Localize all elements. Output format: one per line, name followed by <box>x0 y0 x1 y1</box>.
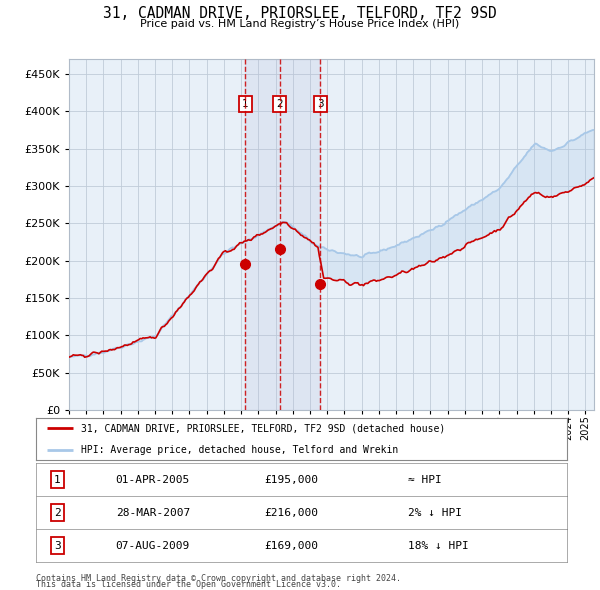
Text: 3: 3 <box>54 541 61 550</box>
Text: 2: 2 <box>54 508 61 517</box>
Text: £195,000: £195,000 <box>265 475 319 484</box>
Text: £216,000: £216,000 <box>265 508 319 517</box>
Text: 07-AUG-2009: 07-AUG-2009 <box>116 541 190 550</box>
Text: 2% ↓ HPI: 2% ↓ HPI <box>408 508 462 517</box>
Text: 3: 3 <box>317 99 323 109</box>
Text: 31, CADMAN DRIVE, PRIORSLEE, TELFORD, TF2 9SD: 31, CADMAN DRIVE, PRIORSLEE, TELFORD, TF… <box>103 6 497 21</box>
Text: 1: 1 <box>54 475 61 484</box>
Text: 18% ↓ HPI: 18% ↓ HPI <box>408 541 469 550</box>
Text: HPI: Average price, detached house, Telford and Wrekin: HPI: Average price, detached house, Telf… <box>81 445 398 454</box>
Text: This data is licensed under the Open Government Licence v3.0.: This data is licensed under the Open Gov… <box>36 581 341 589</box>
Text: 28-MAR-2007: 28-MAR-2007 <box>116 508 190 517</box>
Bar <box>245 59 320 410</box>
Text: 31, CADMAN DRIVE, PRIORSLEE, TELFORD, TF2 9SD (detached house): 31, CADMAN DRIVE, PRIORSLEE, TELFORD, TF… <box>81 424 445 433</box>
Text: 01-APR-2005: 01-APR-2005 <box>116 475 190 484</box>
Text: Price paid vs. HM Land Registry’s House Price Index (HPI): Price paid vs. HM Land Registry’s House … <box>140 19 460 29</box>
Text: 2: 2 <box>276 99 283 109</box>
Text: Contains HM Land Registry data © Crown copyright and database right 2024.: Contains HM Land Registry data © Crown c… <box>36 574 401 583</box>
Text: ≈ HPI: ≈ HPI <box>408 475 442 484</box>
Text: 1: 1 <box>242 99 249 109</box>
Text: £169,000: £169,000 <box>265 541 319 550</box>
